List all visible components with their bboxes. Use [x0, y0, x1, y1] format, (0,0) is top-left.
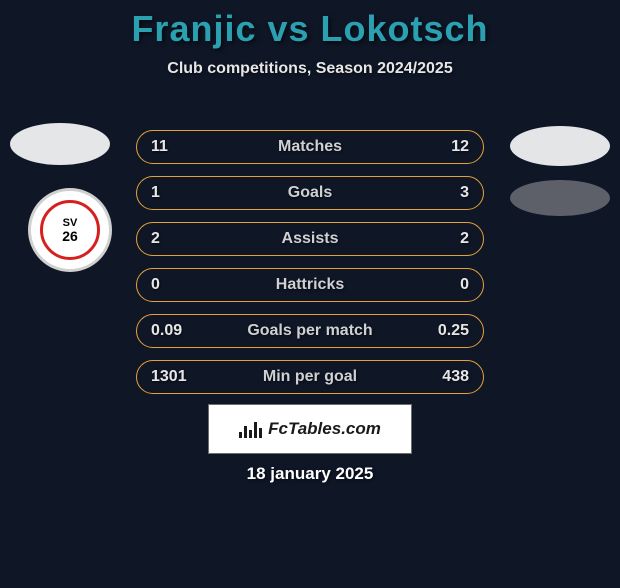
stat-value-right: 0	[460, 276, 469, 294]
player-left-club-logo: SV 26	[28, 188, 112, 272]
stat-label: Matches	[278, 138, 342, 156]
stat-value-left: 2	[151, 230, 160, 248]
stat-value-left: 11	[151, 138, 168, 156]
player-right-club-placeholder	[510, 180, 610, 216]
stat-value-right: 2	[460, 230, 469, 248]
stat-row: 0 Hattricks 0	[136, 268, 484, 302]
stat-row: 1 Goals 3	[136, 176, 484, 210]
stat-label: Hattricks	[276, 276, 344, 294]
club-logo-text-bottom: 26	[62, 229, 78, 243]
stat-value-right: 438	[442, 368, 469, 386]
brand-bars-icon	[239, 420, 262, 438]
brand-box: FcTables.com	[208, 404, 412, 454]
stat-value-left: 1301	[151, 368, 187, 386]
brand-bar	[239, 432, 242, 438]
brand-bar	[254, 422, 257, 438]
footer-date: 18 january 2025	[247, 464, 374, 484]
stat-label: Goals per match	[247, 322, 372, 340]
comparison-subtitle: Club competitions, Season 2024/2025	[0, 60, 620, 78]
stat-label: Goals	[288, 184, 332, 202]
stat-label: Assists	[282, 230, 339, 248]
player-right-avatar-placeholder	[510, 126, 610, 166]
player-left-avatar-placeholder	[10, 123, 110, 165]
stat-row: 11 Matches 12	[136, 130, 484, 164]
stat-row: 1301 Min per goal 438	[136, 360, 484, 394]
stat-value-right: 12	[451, 138, 469, 156]
brand-bar	[259, 428, 262, 438]
stat-value-left: 0.09	[151, 322, 182, 340]
brand-bar	[249, 430, 252, 438]
comparison-title: Franjic vs Lokotsch	[0, 8, 620, 50]
brand-bar	[244, 426, 247, 438]
stats-table: 11 Matches 12 1 Goals 3 2 Assists 2 0 Hattricks 0 0.…	[136, 130, 484, 406]
stat-label: Min per goal	[263, 368, 357, 386]
stat-value-right: 0.25	[438, 322, 469, 340]
stat-value-right: 3	[460, 184, 469, 202]
stat-value-left: 0	[151, 276, 160, 294]
stat-value-left: 1	[151, 184, 160, 202]
club-logo-text-top: SV	[63, 218, 78, 229]
stat-row: 0.09 Goals per match 0.25	[136, 314, 484, 348]
brand-text: FcTables.com	[268, 419, 381, 439]
stat-row: 2 Assists 2	[136, 222, 484, 256]
